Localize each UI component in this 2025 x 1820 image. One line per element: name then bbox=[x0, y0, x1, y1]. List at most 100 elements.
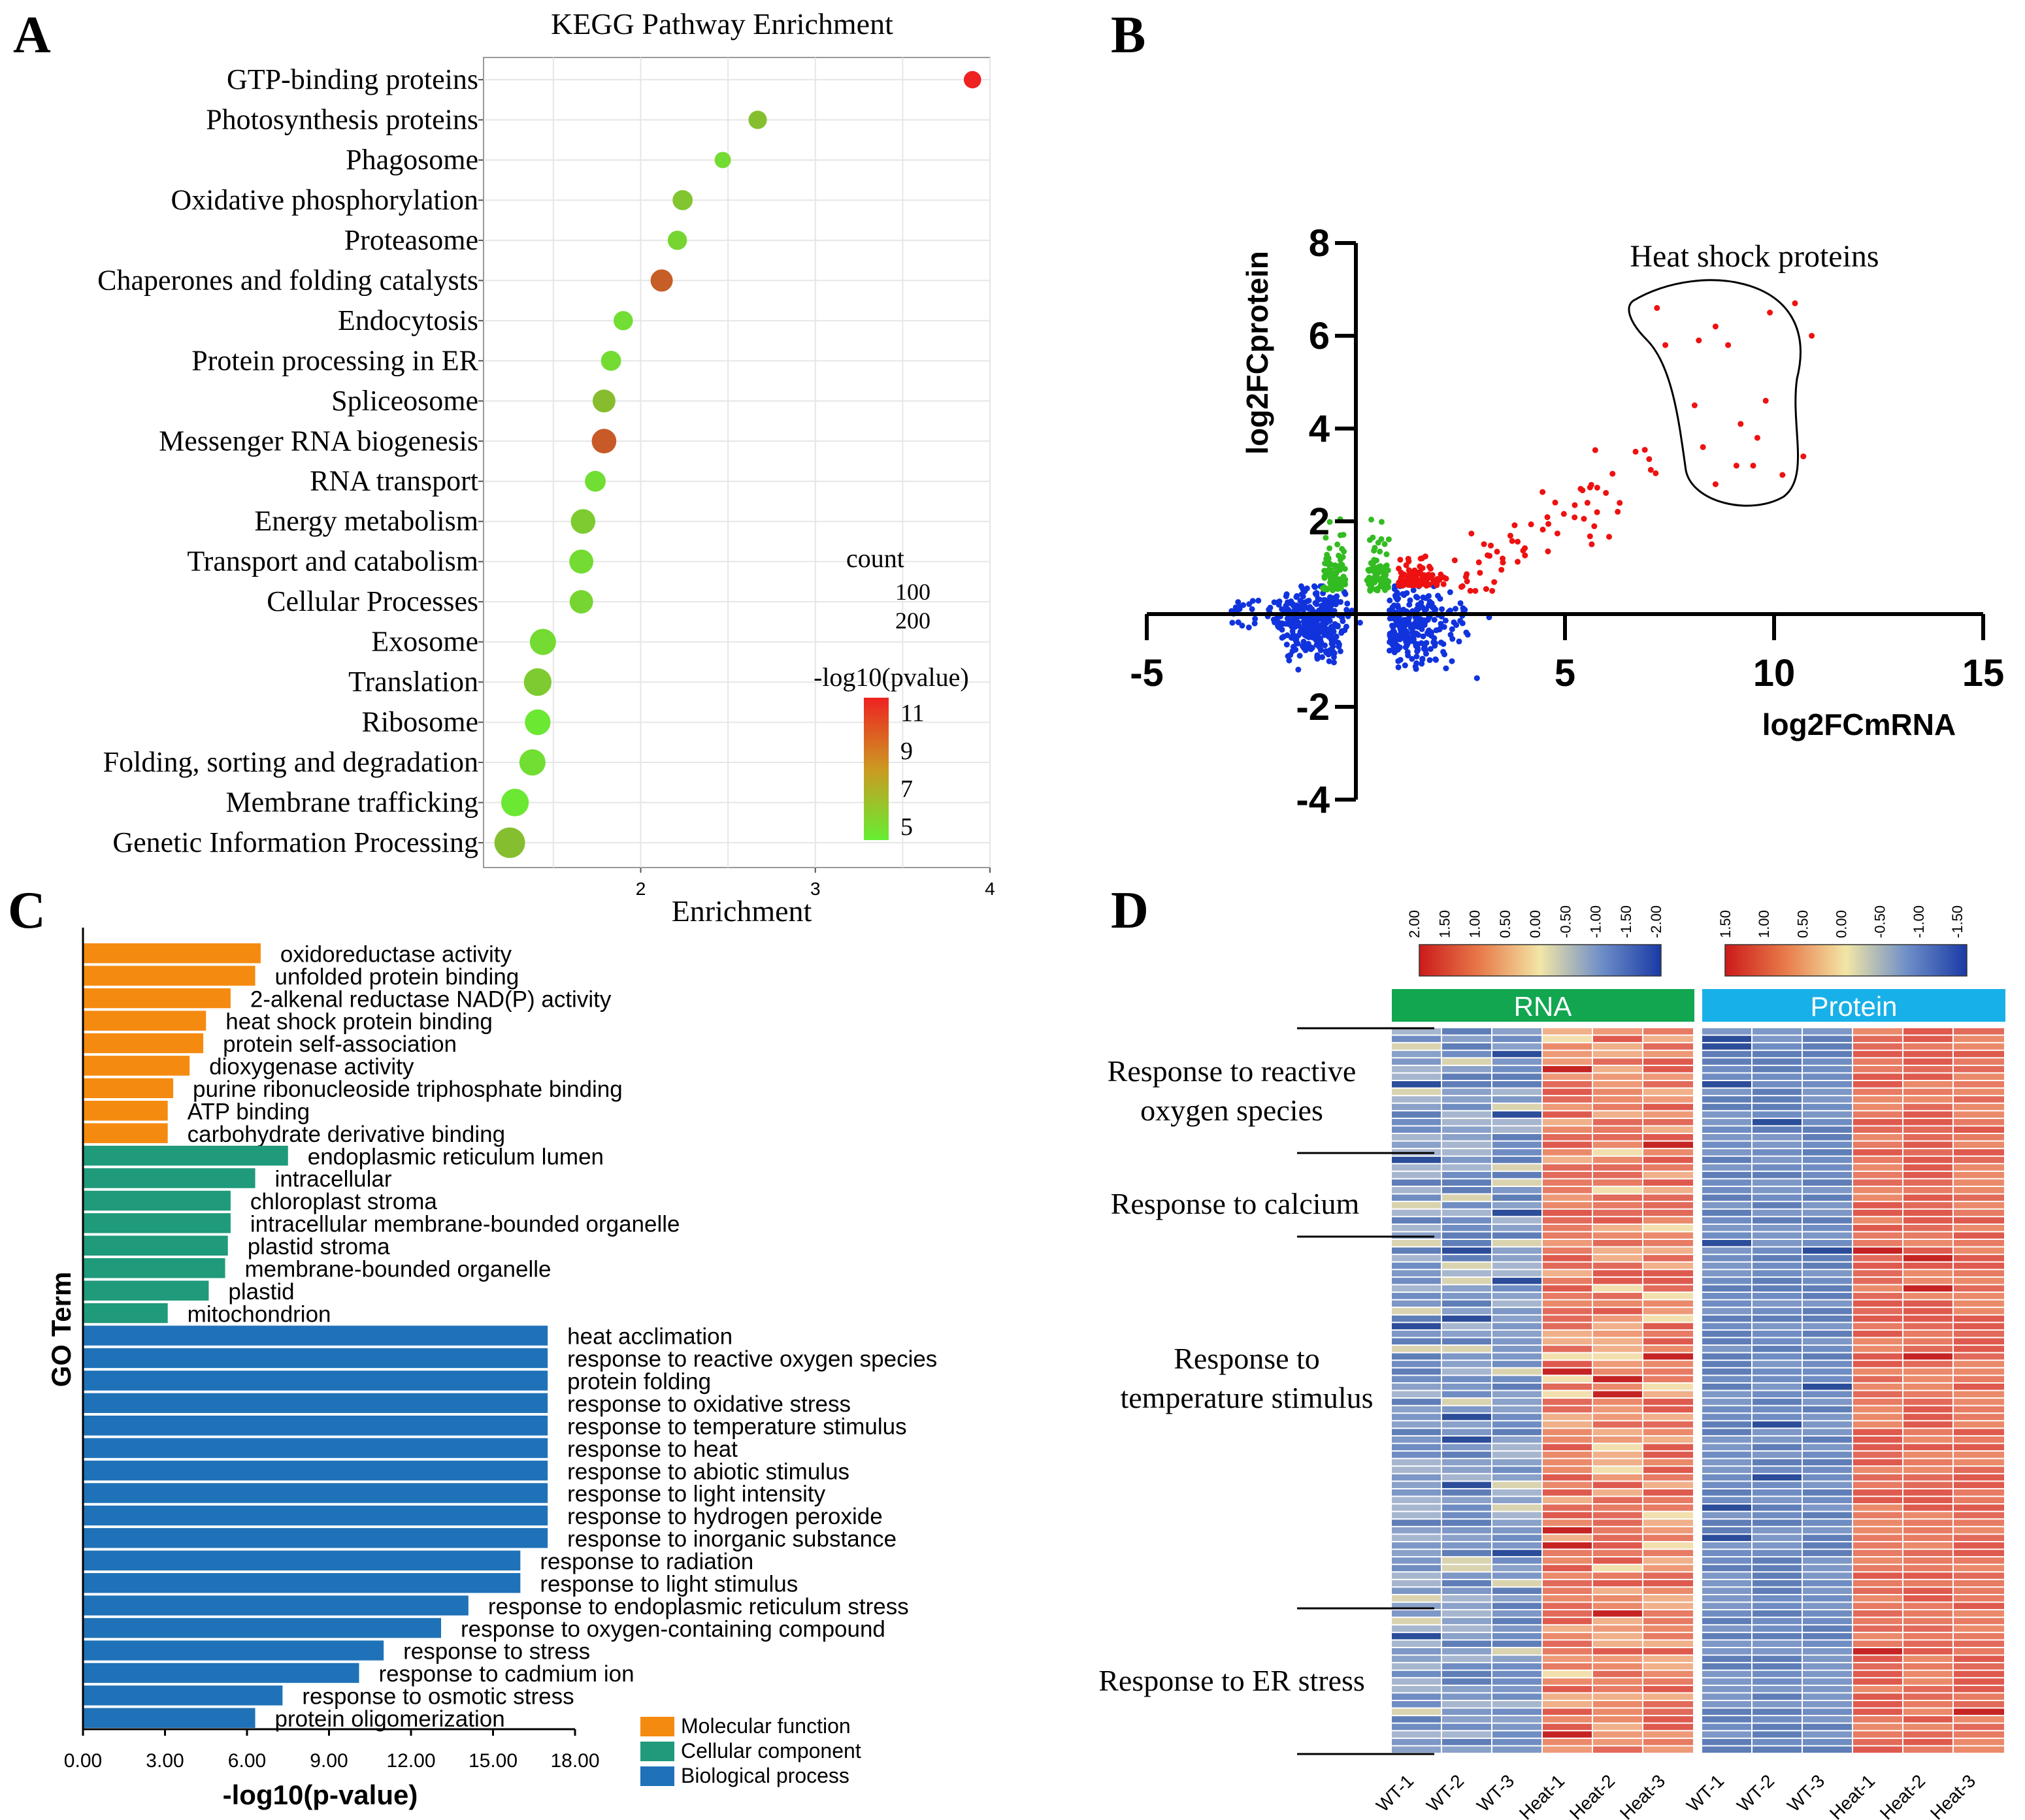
heatmap-cell bbox=[1392, 1035, 1441, 1043]
heatmap-cell bbox=[1702, 1700, 1751, 1708]
scatter-point bbox=[1432, 640, 1438, 646]
heatmap-cell bbox=[1643, 1118, 1693, 1126]
heatmap-cell bbox=[1492, 1678, 1541, 1685]
scatter-point bbox=[1449, 636, 1456, 642]
heatmap-cell bbox=[1492, 1731, 1541, 1738]
heatmap-cell bbox=[1702, 1126, 1751, 1133]
heatmap-cell bbox=[1392, 1610, 1441, 1617]
heatmap-cell bbox=[1803, 1633, 1852, 1640]
heatmap-cell bbox=[1753, 1655, 1802, 1663]
rna-scale-tick: -2.00 bbox=[1648, 905, 1664, 938]
scatter-point bbox=[1432, 657, 1439, 663]
heatmap-cell bbox=[1392, 1565, 1441, 1572]
scatter-point bbox=[1311, 583, 1317, 589]
heatmap-cell bbox=[1643, 1504, 1693, 1511]
heatmap-cell bbox=[1643, 1716, 1693, 1723]
heatmap-cell bbox=[1392, 1171, 1441, 1178]
heatmap-cell bbox=[1492, 1224, 1541, 1231]
heatmap-cell bbox=[1753, 1474, 1802, 1481]
heatmap-cell bbox=[1954, 1489, 2004, 1496]
heatmap-cell bbox=[1753, 1149, 1802, 1156]
heatmap-cell bbox=[1803, 1406, 1852, 1413]
heatmap-cell bbox=[1442, 1338, 1491, 1345]
heatmap-cell bbox=[1954, 1255, 2004, 1261]
heatmap-cell bbox=[1593, 1081, 1642, 1088]
pathway-label: Folding, sorting and degradation bbox=[103, 746, 478, 778]
heatmap-cell bbox=[1853, 1323, 1902, 1329]
heatmap-cell bbox=[1543, 1156, 1592, 1163]
heatmap-cell bbox=[1643, 1391, 1693, 1398]
heatmap-cell bbox=[1442, 1746, 1491, 1753]
heatmap-cell bbox=[1954, 1504, 2004, 1511]
scatter-point bbox=[1293, 594, 1300, 600]
scatter-point bbox=[1467, 587, 1473, 594]
heatmap-cell bbox=[1643, 1452, 1693, 1458]
scatter-point bbox=[1430, 604, 1437, 611]
row-annotation-line: Response to ER stress bbox=[1098, 1664, 1365, 1697]
heatmap-cell bbox=[1954, 1179, 2004, 1186]
heatmap-cell bbox=[1643, 1693, 1693, 1700]
heatmap-cell bbox=[1392, 1550, 1441, 1557]
heatmap-cell bbox=[1753, 1693, 1802, 1700]
scatter-point bbox=[1283, 642, 1290, 648]
heatmap-cell bbox=[1954, 1557, 2004, 1564]
heatmap-cell bbox=[1803, 1232, 1852, 1239]
scatter-point bbox=[1427, 566, 1434, 572]
scatter-point bbox=[1249, 606, 1255, 612]
rna-scale-tick: 1.00 bbox=[1467, 910, 1483, 938]
scatter-point bbox=[1509, 538, 1515, 544]
heatmap-cell bbox=[1753, 1088, 1802, 1096]
rna-scale-tick: 0.50 bbox=[1497, 910, 1513, 938]
heatmap-cell bbox=[1702, 1111, 1751, 1118]
heatmap-cell bbox=[1903, 1118, 1952, 1126]
heatmap-cell bbox=[1803, 1746, 1852, 1753]
heatmap-cell bbox=[1593, 1224, 1642, 1231]
heatmap-cell bbox=[1492, 1058, 1541, 1065]
heatmap-cell bbox=[1903, 1731, 1952, 1738]
heatmap-cell bbox=[1903, 1708, 1952, 1715]
heatmap-cell bbox=[1903, 1565, 1952, 1572]
scatter-point bbox=[1304, 598, 1310, 605]
heatmap-cell bbox=[1442, 1330, 1491, 1337]
scatter-point bbox=[1737, 421, 1744, 427]
legend-swatch-c bbox=[640, 1717, 674, 1736]
heatmap-cell bbox=[1803, 1096, 1852, 1103]
heatmap-cell bbox=[1492, 1512, 1541, 1519]
heatmap-cell bbox=[1392, 1262, 1441, 1269]
heatmap-cell bbox=[1543, 1738, 1592, 1746]
heatmap-cell bbox=[1543, 1285, 1592, 1292]
pathway-label: Photosynthesis proteins bbox=[206, 103, 478, 135]
protein-color-scale bbox=[1724, 944, 1967, 977]
enrichment-point bbox=[748, 110, 767, 129]
heatmap-cell bbox=[1803, 1421, 1852, 1428]
scatter-point bbox=[1326, 545, 1333, 551]
pathway-label: Protein processing in ER bbox=[191, 344, 478, 376]
scatter-point bbox=[1414, 648, 1421, 655]
heatmap-cell bbox=[1543, 1224, 1592, 1231]
heatmap-cell bbox=[1492, 1247, 1541, 1254]
heatmap-cell bbox=[1954, 1103, 2004, 1111]
go-bar bbox=[83, 1190, 231, 1211]
scatter-point bbox=[1276, 625, 1282, 631]
rna-scale-tick: 1.50 bbox=[1436, 910, 1453, 938]
heatmap-cell bbox=[1954, 1391, 2004, 1398]
heatmap-cell bbox=[1702, 1693, 1751, 1700]
row-annotation-label: Response to calcium bbox=[1111, 1187, 1360, 1220]
heatmap-cell bbox=[1593, 1330, 1642, 1337]
scatter-point bbox=[1433, 627, 1440, 634]
heatmap-cell bbox=[1903, 1602, 1952, 1610]
heatmap-cell bbox=[1954, 1224, 2004, 1231]
heatmap-cell bbox=[1643, 1700, 1693, 1708]
scatter-point bbox=[1357, 619, 1363, 626]
heatmap-cell bbox=[1853, 1685, 1902, 1693]
heatmap-cell bbox=[1543, 1065, 1592, 1073]
heatmap-cell bbox=[1643, 1065, 1693, 1073]
heatmap-cell bbox=[1702, 1504, 1751, 1511]
scatter-point bbox=[1473, 675, 1480, 681]
heatmap-cell bbox=[1593, 1096, 1642, 1103]
heatmap-cell bbox=[1702, 1058, 1751, 1065]
pathway-label: Proteasome bbox=[344, 224, 478, 256]
heatmap-cell bbox=[1492, 1323, 1541, 1329]
protein-scale-tick: 0.00 bbox=[1834, 910, 1850, 938]
go-bar bbox=[83, 1460, 548, 1481]
